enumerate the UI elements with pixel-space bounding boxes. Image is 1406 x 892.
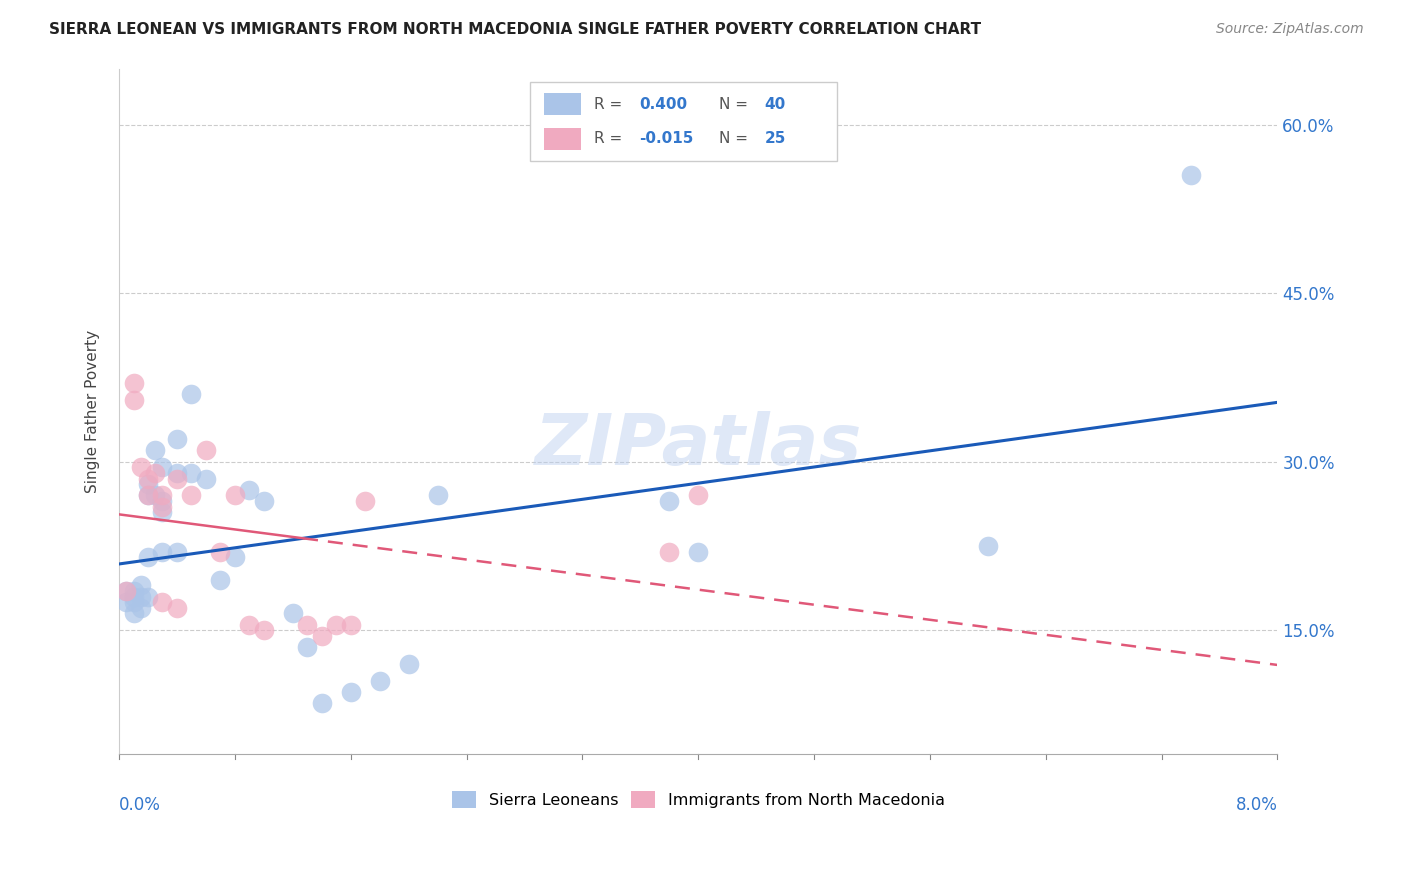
Point — [136, 488, 159, 502]
FancyBboxPatch shape — [544, 128, 581, 150]
Text: R =: R = — [593, 97, 623, 112]
Point — [180, 387, 202, 401]
Point — [152, 595, 174, 609]
Point — [122, 392, 145, 407]
FancyBboxPatch shape — [544, 94, 581, 115]
Point — [129, 590, 152, 604]
Text: -0.015: -0.015 — [640, 131, 693, 146]
Point — [152, 488, 174, 502]
Point — [166, 544, 188, 558]
Point — [152, 494, 174, 508]
Point — [688, 544, 710, 558]
Point — [129, 460, 152, 475]
Text: 0.0%: 0.0% — [120, 797, 160, 814]
Point — [115, 595, 138, 609]
Point — [122, 590, 145, 604]
Point — [152, 505, 174, 519]
Text: 40: 40 — [765, 97, 786, 112]
Point — [136, 488, 159, 502]
Point — [209, 544, 232, 558]
Point — [122, 607, 145, 621]
Text: R =: R = — [593, 131, 623, 146]
Point — [398, 657, 420, 671]
Legend: Sierra Leoneans, Immigrants from North Macedonia: Sierra Leoneans, Immigrants from North M… — [446, 785, 950, 814]
Point — [977, 539, 1000, 553]
Point — [115, 583, 138, 598]
Point — [658, 544, 681, 558]
Point — [1180, 168, 1202, 182]
Point — [129, 578, 152, 592]
Point — [129, 600, 152, 615]
Text: Source: ZipAtlas.com: Source: ZipAtlas.com — [1216, 22, 1364, 37]
Point — [688, 488, 710, 502]
Point — [122, 376, 145, 390]
Point — [136, 590, 159, 604]
Point — [136, 477, 159, 491]
Point — [136, 471, 159, 485]
Point — [143, 466, 166, 480]
Point — [658, 494, 681, 508]
Point — [253, 494, 276, 508]
Point — [238, 617, 260, 632]
Text: N =: N = — [718, 131, 748, 146]
Point — [166, 600, 188, 615]
Point — [143, 443, 166, 458]
Point — [311, 629, 333, 643]
Point — [152, 544, 174, 558]
Point — [311, 696, 333, 710]
Point — [339, 617, 361, 632]
FancyBboxPatch shape — [530, 82, 837, 161]
Text: 0.400: 0.400 — [640, 97, 688, 112]
Point — [368, 673, 391, 688]
Text: ZIPatlas: ZIPatlas — [534, 411, 862, 480]
Point — [194, 471, 217, 485]
Point — [281, 607, 304, 621]
Point — [297, 617, 319, 632]
Point — [180, 466, 202, 480]
Point — [224, 550, 246, 565]
Point — [297, 640, 319, 654]
Point — [253, 624, 276, 638]
Point — [209, 573, 232, 587]
Point — [180, 488, 202, 502]
Point — [166, 466, 188, 480]
Point — [354, 494, 377, 508]
Y-axis label: Single Father Poverty: Single Father Poverty — [86, 329, 100, 492]
Point — [115, 583, 138, 598]
Text: 8.0%: 8.0% — [1236, 797, 1278, 814]
Point — [194, 443, 217, 458]
Point — [166, 432, 188, 446]
Text: N =: N = — [718, 97, 748, 112]
Point — [136, 550, 159, 565]
Point — [143, 488, 166, 502]
Point — [224, 488, 246, 502]
Point — [426, 488, 449, 502]
Point — [152, 500, 174, 514]
Text: 25: 25 — [765, 131, 786, 146]
Point — [166, 471, 188, 485]
Point — [152, 460, 174, 475]
Point — [238, 483, 260, 497]
Point — [339, 685, 361, 699]
Point — [325, 617, 347, 632]
Point — [122, 583, 145, 598]
Text: SIERRA LEONEAN VS IMMIGRANTS FROM NORTH MACEDONIA SINGLE FATHER POVERTY CORRELAT: SIERRA LEONEAN VS IMMIGRANTS FROM NORTH … — [49, 22, 981, 37]
Point — [122, 595, 145, 609]
